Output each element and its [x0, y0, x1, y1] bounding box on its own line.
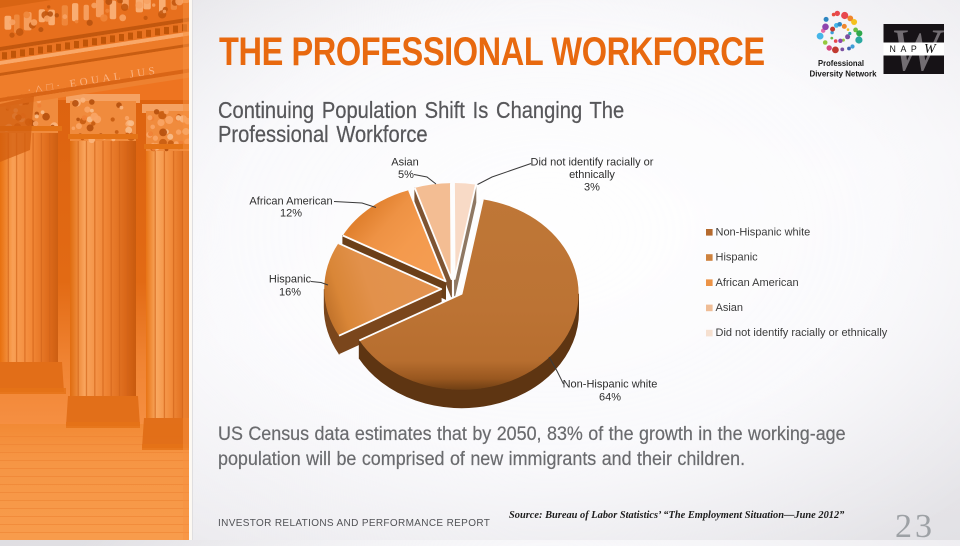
- svg-text:W: W: [924, 42, 937, 57]
- svg-text:3%: 3%: [584, 182, 600, 194]
- svg-text:Asian: Asian: [716, 302, 744, 314]
- svg-text:16%: 16%: [279, 287, 301, 299]
- svg-text:Asian: Asian: [391, 157, 419, 169]
- svg-text:64%: 64%: [599, 392, 621, 404]
- svg-text:5%: 5%: [398, 169, 414, 181]
- svg-text:NAP: NAP: [890, 44, 922, 54]
- svg-text:African American: African American: [249, 196, 332, 208]
- svg-text:Professional: Professional: [818, 58, 864, 68]
- svg-text:Did not identify racially or e: Did not identify racially or ethnically: [716, 327, 888, 339]
- svg-text:12%: 12%: [280, 208, 302, 220]
- svg-text:Diversity Network: Diversity Network: [810, 69, 877, 79]
- svg-text:Non-Hispanic white: Non-Hispanic white: [716, 226, 811, 238]
- svg-text:Hispanic: Hispanic: [716, 252, 759, 264]
- svg-text:Hispanic: Hispanic: [269, 274, 312, 286]
- svg-text:ethnically: ethnically: [569, 169, 615, 181]
- svg-text:Did not identify racially or: Did not identify racially or: [531, 157, 654, 169]
- svg-text:African American: African American: [716, 277, 799, 289]
- svg-text:Non-Hispanic white: Non-Hispanic white: [563, 379, 658, 391]
